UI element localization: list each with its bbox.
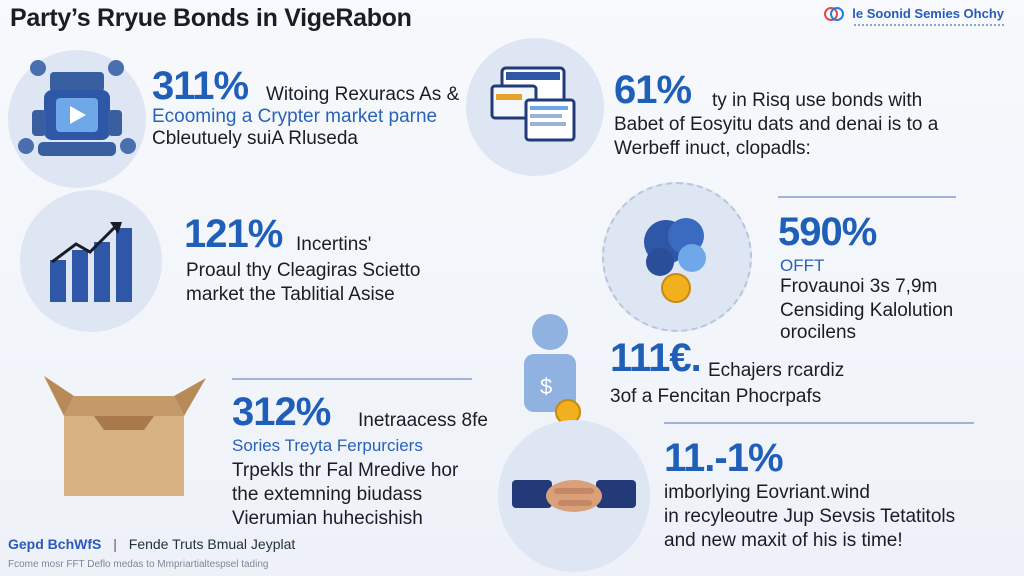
- svg-text:$: $: [540, 374, 552, 399]
- panel-4-illustration: [602, 182, 752, 332]
- robot-video-icon: [18, 60, 136, 156]
- panel-7-line-2: in recyleoutre Jup Sevsis Tetatitols: [664, 506, 956, 527]
- panel-3-line-1: Incertins': [296, 234, 372, 255]
- footer-brand-name: Gepd BchWfS: [8, 536, 102, 552]
- brand-logo: le Soonid Semies Ohchy: [824, 6, 1004, 36]
- panel-7-number: 11.-1%: [664, 436, 784, 480]
- panel-2-illustration: [466, 38, 604, 176]
- panel-1-number: 311%: [152, 64, 249, 108]
- open-box-icon: [44, 376, 206, 496]
- panel-7-rule: [664, 422, 974, 424]
- footer-brand: Gepd BchWfS | Fende Truts Bmual Jeyplat: [8, 536, 295, 552]
- panel-6-number: 312%: [232, 390, 331, 434]
- brand-underline: [854, 24, 1004, 28]
- panel-7-illustration: [498, 420, 650, 572]
- panel-4-line-1: OFFT: [780, 256, 825, 275]
- panel-1-line-2: Ecooming a Crypter market parne: [152, 106, 438, 127]
- panel-3-line-3: market the Tablitial Asise: [186, 284, 395, 305]
- panel-7-line-3: and new maxit of his is time!: [664, 530, 903, 551]
- panel-2-line-2: Babet of Eosyitu dats and denai is to a: [614, 114, 939, 135]
- panel-5-illustration: $: [506, 312, 596, 432]
- panel-3-number: 121%: [184, 212, 283, 256]
- panel-3-line-2: Proaul thy Cleagiras Scietto: [186, 260, 421, 281]
- panel-3-illustration: [20, 190, 162, 332]
- panel-4-number: 590%: [778, 210, 877, 254]
- panel-2-line-1: ty in Risq use bonds with: [712, 90, 923, 111]
- panel-6-line-3: Trpekls thr Fal Mredive hor: [232, 460, 459, 481]
- page-title: Party’s Rryue Bonds in VigeRabon: [10, 4, 412, 32]
- footer-separator: |: [113, 536, 117, 552]
- footer-tagline: Fende Truts Bmual Jeyplat: [128, 536, 296, 552]
- panel-7-line-1: imborlying Eovriant.wind: [664, 482, 870, 503]
- panel-4-line-4: orocilens: [780, 322, 857, 343]
- panel-5-number: 111€.: [610, 336, 702, 380]
- panel-1-line-3: Cbleutuely suiA Rluseda: [152, 128, 358, 149]
- brand-mark-icon: [824, 7, 844, 21]
- panel-6-rule: [232, 378, 472, 380]
- panel-6-illustration: [34, 356, 214, 506]
- panel-4-rule: [778, 196, 956, 198]
- panel-2-number: 61%: [614, 68, 692, 112]
- panel-1-line-1: Witoing Rexuracs As &: [266, 84, 460, 105]
- panel-6-line-2: Sories Treyta Ferpurciers: [232, 436, 423, 455]
- handshake-icon: [512, 480, 636, 512]
- brain-coin-icon: [644, 218, 706, 303]
- panel-4-line-3: Censiding Kalolution: [780, 300, 954, 321]
- panel-1-illustration: [8, 50, 146, 188]
- growth-chart-icon: [50, 222, 132, 302]
- panel-5-line-1: Echajers rcardiz: [708, 360, 845, 381]
- footer-note: Fcome mosr FFT Deflo medas to Mmpriartia…: [8, 559, 269, 570]
- panel-6-line-4: the extemning biudass: [232, 484, 423, 505]
- panel-2-line-3: Werbeff inuct, clopadls:: [614, 138, 811, 159]
- panel-6-line-1: Inetraacess 8fe: [358, 410, 488, 431]
- panel-6-line-5: Vierumian huhecishish: [232, 508, 423, 529]
- person-coin-icon: $: [524, 314, 581, 425]
- panel-4-line-2: Frovaunoi 3s 7,9m: [780, 276, 938, 297]
- documents-screen-icon: [490, 66, 576, 142]
- panel-5-line-2: 3of a Fencitan Phocrpafs: [610, 386, 822, 407]
- brand-name: le Soonid Semies Ohchy: [852, 6, 1004, 21]
